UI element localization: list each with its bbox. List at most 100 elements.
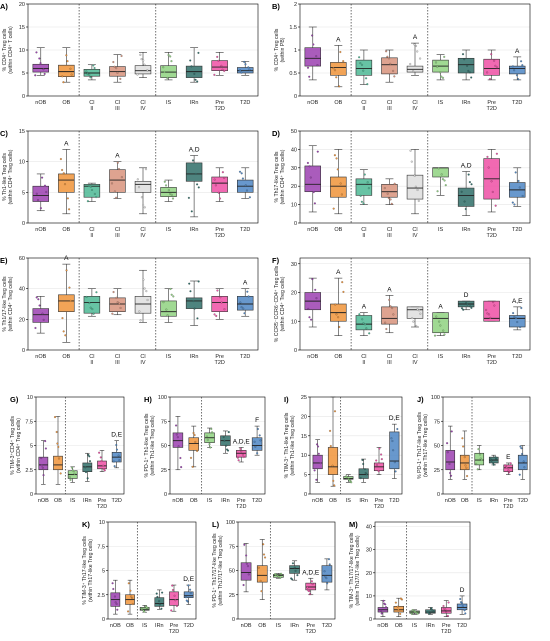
x-tick-label-line: OB bbox=[395, 623, 403, 629]
box-ob bbox=[58, 47, 75, 84]
x-tick-label-line: nOB bbox=[377, 623, 388, 629]
data-point bbox=[393, 182, 396, 185]
data-point bbox=[441, 76, 444, 79]
box-is bbox=[160, 288, 177, 323]
y-axis-label-line: (within Th1-like Treg cells) bbox=[150, 415, 156, 475]
data-point bbox=[329, 445, 332, 448]
box-iqr bbox=[237, 296, 254, 311]
data-point bbox=[494, 456, 497, 459]
x-tick-label: Cl IV bbox=[412, 354, 418, 366]
data-point bbox=[213, 313, 216, 316]
data-point bbox=[169, 288, 172, 291]
y-axis-label-line: % PD-1⁺ Th1-like Treg cells bbox=[144, 413, 150, 477]
data-point bbox=[34, 74, 37, 77]
data-point bbox=[196, 317, 199, 320]
data-point bbox=[162, 301, 165, 304]
x-tick-label-line: OB bbox=[190, 498, 198, 504]
data-point bbox=[260, 590, 263, 593]
data-point bbox=[68, 286, 71, 289]
data-point bbox=[37, 199, 40, 202]
x-tick-label-line: II bbox=[362, 233, 366, 239]
box-irn bbox=[82, 452, 93, 482]
data-point bbox=[386, 192, 389, 195]
box-cl-iv bbox=[134, 51, 152, 78]
plot-frame bbox=[374, 521, 471, 620]
data-point bbox=[348, 479, 351, 482]
significance-label: A bbox=[438, 304, 443, 311]
data-point bbox=[171, 584, 174, 587]
x-tick-label: OB bbox=[334, 100, 342, 106]
box-nob bbox=[304, 277, 322, 328]
panel-k: K) 0 2.5 5 7.5 10 % TIM-3⁺ Th17-like Treg cell… bbox=[82, 520, 197, 635]
data-point bbox=[146, 69, 149, 72]
y-tick-label: 20 bbox=[291, 184, 297, 190]
data-point bbox=[102, 464, 105, 467]
y-tick-label: 0 bbox=[369, 617, 372, 623]
data-point bbox=[196, 80, 199, 83]
box-iqr bbox=[97, 460, 107, 470]
box-iqr bbox=[457, 187, 475, 207]
x-tick-label-line: IRn bbox=[359, 498, 368, 504]
data-point bbox=[144, 168, 147, 171]
data-point bbox=[446, 451, 449, 454]
data-point bbox=[38, 57, 41, 60]
data-point bbox=[142, 204, 145, 207]
box-t2d: D bbox=[456, 587, 468, 615]
y-axis-label-line: % PD-1⁺ Th17/17-like Treg cells bbox=[212, 533, 218, 608]
data-point bbox=[319, 462, 322, 465]
data-point bbox=[359, 194, 362, 197]
data-point bbox=[56, 442, 59, 445]
data-point bbox=[138, 310, 141, 313]
data-point bbox=[315, 55, 318, 58]
box-cl-ii bbox=[83, 182, 101, 203]
x-tick-label: IRn bbox=[489, 498, 498, 504]
box-nob bbox=[377, 599, 389, 617]
box-irn bbox=[220, 430, 231, 454]
box-iqr bbox=[183, 591, 194, 598]
data-point bbox=[247, 66, 250, 69]
data-point bbox=[416, 188, 419, 191]
x-tick-label: OB bbox=[126, 623, 134, 629]
box-cl-iv bbox=[406, 306, 424, 328]
x-tick-label: IRn bbox=[155, 623, 164, 629]
box-iqr bbox=[58, 64, 75, 77]
data-point bbox=[410, 612, 413, 615]
data-point bbox=[411, 609, 414, 612]
data-point bbox=[313, 469, 316, 472]
panel-letter: D) bbox=[272, 129, 280, 138]
data-point bbox=[62, 330, 65, 333]
x-tick-label: Cl II bbox=[361, 227, 366, 239]
data-point bbox=[189, 592, 192, 595]
data-point bbox=[443, 607, 446, 610]
x-tick-label: IS bbox=[70, 498, 76, 504]
data-point bbox=[290, 577, 293, 580]
box-iqr bbox=[172, 432, 184, 448]
data-point bbox=[363, 468, 366, 471]
box-iqr bbox=[425, 609, 436, 614]
data-point bbox=[396, 605, 399, 608]
box-cl-iii bbox=[381, 49, 398, 83]
data-point bbox=[129, 589, 132, 592]
data-point bbox=[88, 73, 91, 76]
data-point bbox=[359, 62, 362, 65]
y-tick-label: 60 bbox=[19, 256, 25, 262]
box-pre-t2d bbox=[169, 584, 179, 612]
data-point bbox=[449, 472, 452, 475]
data-point bbox=[65, 269, 68, 272]
box-cl-iii: A bbox=[109, 153, 126, 199]
data-point bbox=[315, 478, 318, 481]
data-point bbox=[163, 70, 166, 73]
box-ob bbox=[256, 539, 268, 600]
x-tick-label: T2D bbox=[518, 498, 528, 504]
x-tick-label: IS bbox=[438, 227, 444, 233]
y-tick-label: 0.5 bbox=[289, 71, 297, 77]
box-cl-ii bbox=[355, 169, 373, 205]
data-point bbox=[35, 192, 38, 195]
data-point bbox=[43, 72, 46, 75]
data-point bbox=[409, 149, 412, 152]
y-axis-label-line: (within Th17/17-like Treg cells) bbox=[218, 535, 224, 606]
box-irn: A,D bbox=[185, 147, 203, 218]
y-axis-label-line: (within Th1-like Treg cells) bbox=[290, 415, 296, 475]
data-point bbox=[115, 602, 118, 605]
box-nob bbox=[312, 439, 323, 483]
